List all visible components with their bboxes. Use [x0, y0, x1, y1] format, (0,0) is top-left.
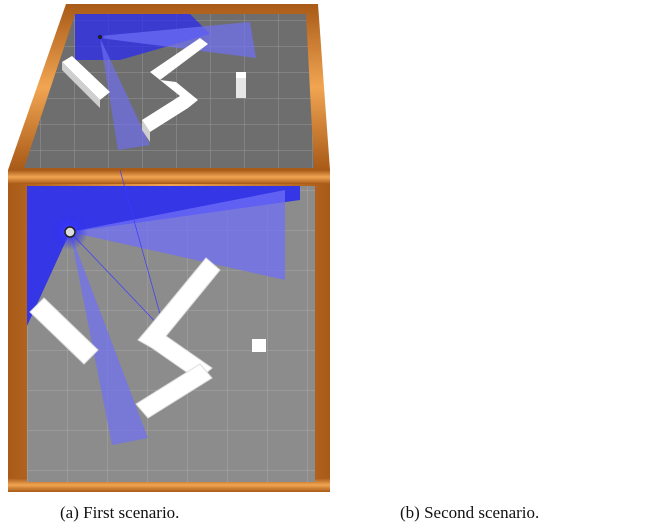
- caption-first-scenario: (a) First scenario.: [60, 503, 180, 522]
- caption-second-scenario: (b) Second scenario.: [400, 503, 540, 522]
- laser-coverage-a: [27, 186, 300, 326]
- obstacle-a1-top: [62, 56, 110, 100]
- laser-fan-a-top: [100, 22, 256, 58]
- scenario-a-panel: [8, 4, 330, 492]
- obstacle-a4: [252, 339, 266, 352]
- obstacle-a3-top: [142, 80, 198, 132]
- laser-fan-a2: [70, 232, 148, 445]
- scenario-a-perspective-view: [8, 4, 330, 170]
- scenario-a-top-view: [8, 169, 330, 492]
- obstacle-a4-top: [236, 76, 246, 98]
- laser-fan-a1: [70, 190, 285, 280]
- obstacle-a2: [137, 257, 221, 381]
- laser-fan-a-top-2: [100, 38, 150, 150]
- robot-sensor-icon: [64, 226, 76, 238]
- obstacle-a2-top: [150, 38, 208, 80]
- obstacle-a3: [135, 363, 213, 419]
- obstacle-a1: [29, 297, 99, 365]
